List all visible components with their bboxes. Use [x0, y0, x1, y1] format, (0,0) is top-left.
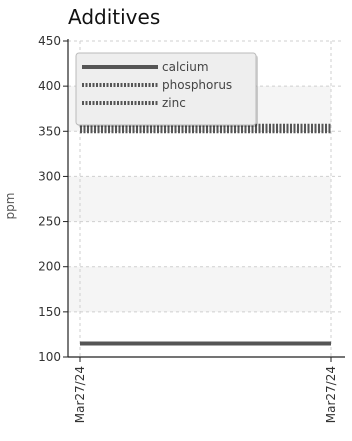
y-tick-label: 350	[38, 124, 61, 138]
plot-band	[68, 266, 331, 312]
x-tick-label: Mar27/24	[324, 366, 338, 423]
legend[interactable]: calcium phosphorus zinc	[75, 52, 258, 127]
chart-title: Additives	[68, 5, 160, 29]
legend-box	[75, 52, 257, 126]
y-tick-label: 400	[38, 79, 61, 93]
axes	[67, 39, 345, 358]
legend-label-zinc[interactable]: zinc	[162, 96, 186, 110]
legend-label-calcium[interactable]: calcium	[162, 60, 209, 74]
gridlines	[68, 40, 341, 357]
y-axis-label: ppm	[3, 193, 17, 220]
x-tick-label: Mar27/24	[73, 366, 87, 423]
x-axis-ticks: Mar27/24 Mar27/24	[73, 357, 338, 423]
y-tick-label: 200	[38, 260, 61, 274]
y-tick-label: 150	[38, 305, 61, 319]
legend-label-phosphorus[interactable]: phosphorus	[162, 78, 232, 92]
y-tick-label: 250	[38, 215, 61, 229]
y-tick-label: 100	[38, 350, 61, 364]
series-lines	[80, 123, 331, 346]
y-tick-label: 450	[38, 34, 61, 48]
plot-band	[68, 176, 331, 222]
y-tick-label: 300	[38, 169, 61, 183]
y-axis-ticks: 100 150 200 250 300 350 400 450	[38, 34, 68, 364]
